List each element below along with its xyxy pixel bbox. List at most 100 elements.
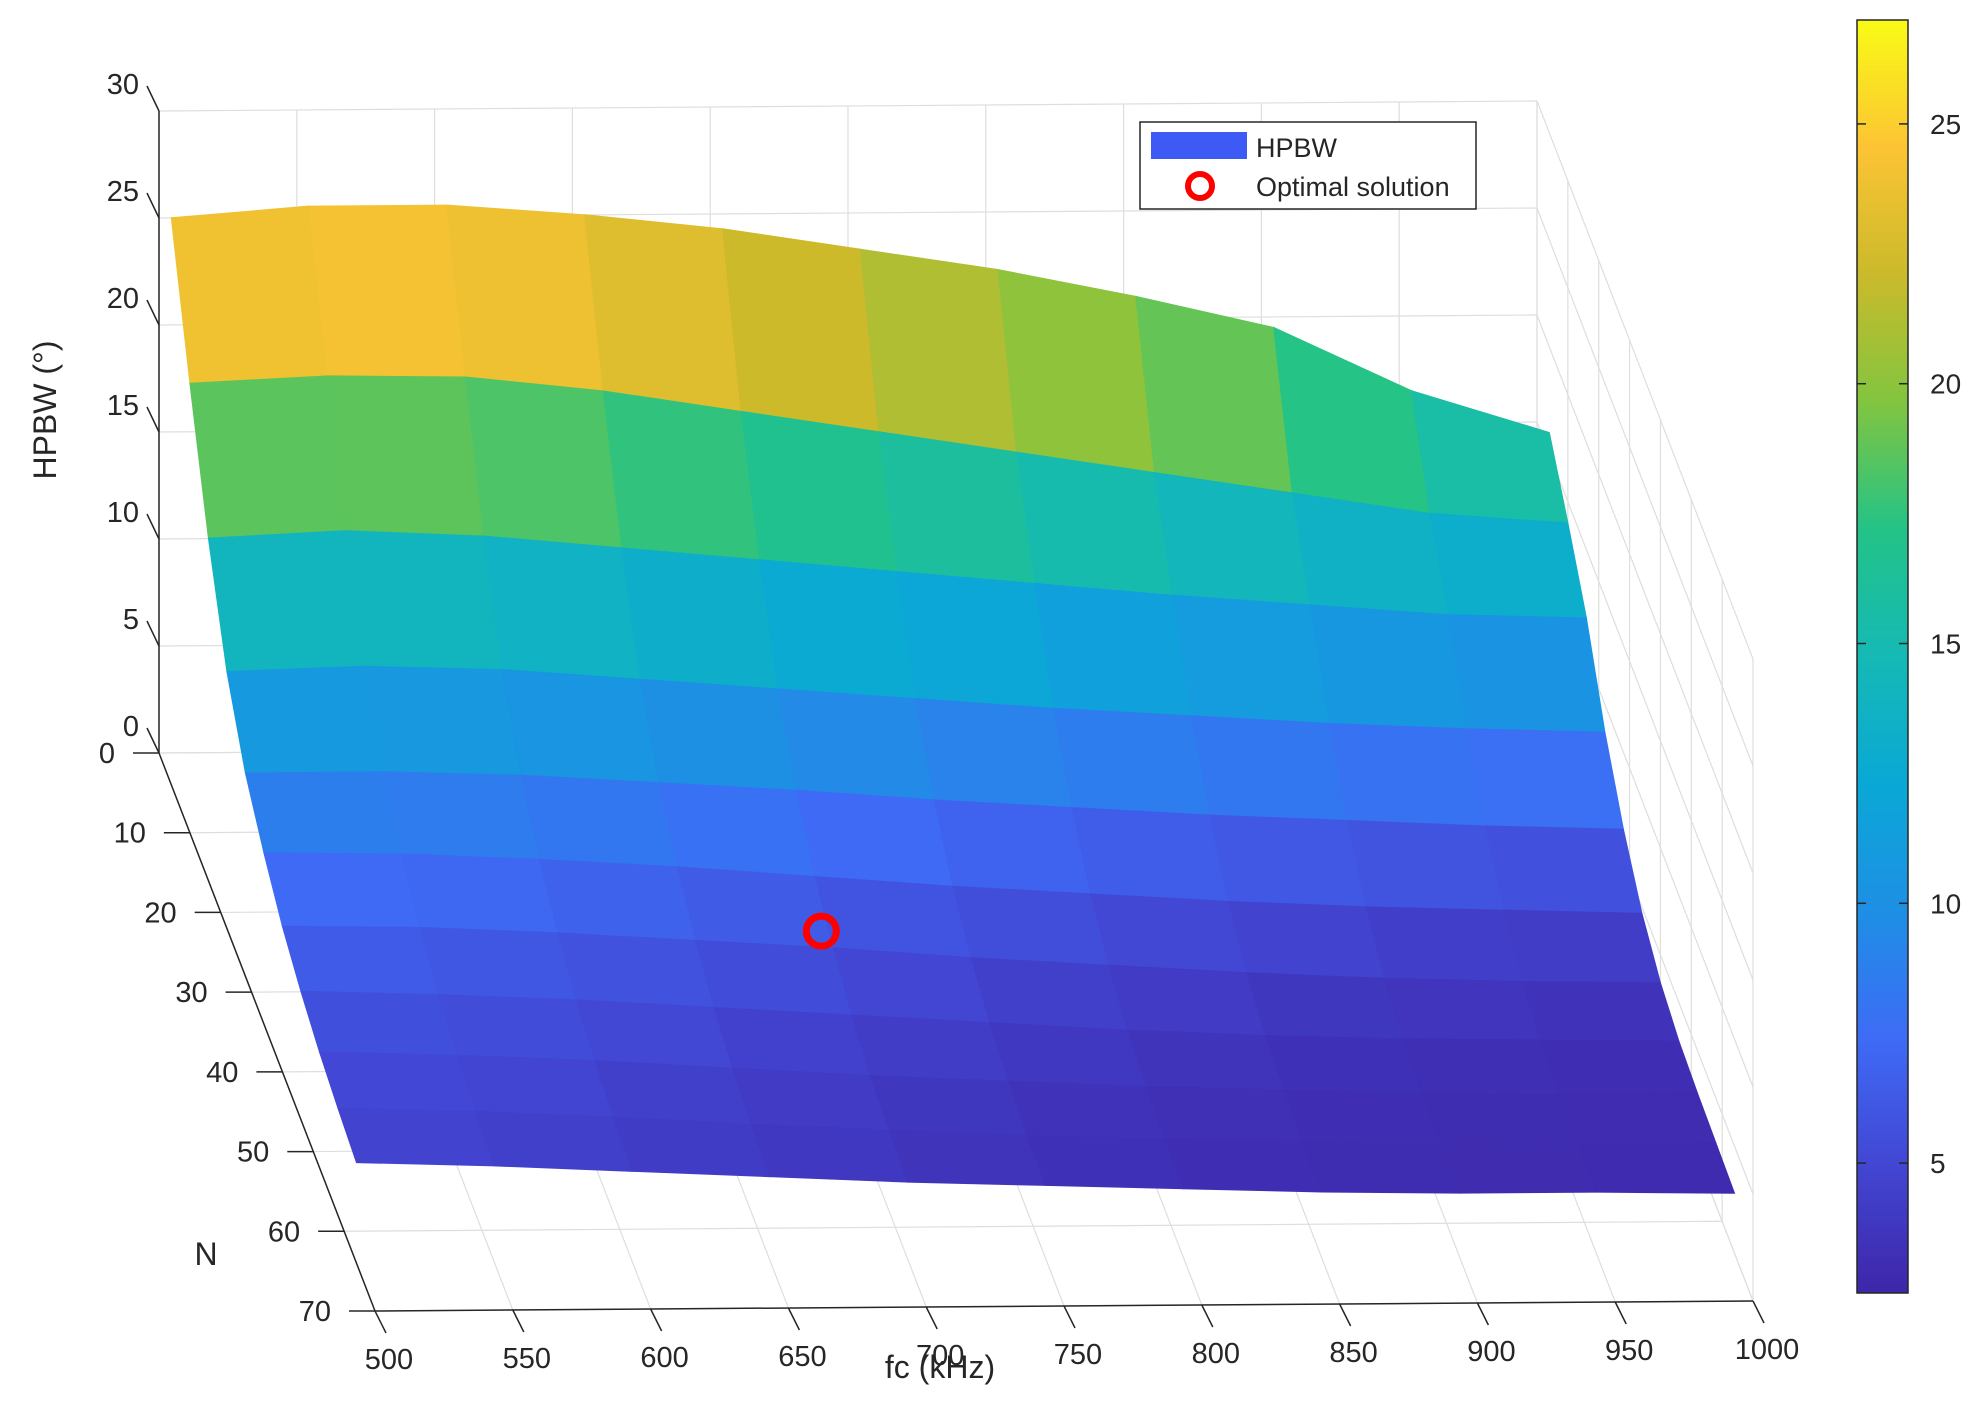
x-tick-label: 950 xyxy=(1605,1335,1653,1367)
colorbar-tick-label: 5 xyxy=(1930,1148,1946,1179)
legend-label-hpbw: HPBW xyxy=(1256,133,1338,163)
surface-patch xyxy=(1484,825,1643,914)
surface-patch xyxy=(1090,893,1248,974)
surface-patch xyxy=(1145,1086,1304,1143)
surface-patch xyxy=(759,559,917,700)
surface-patch xyxy=(207,530,366,673)
x-tick-label: 850 xyxy=(1329,1337,1377,1369)
surface-patch xyxy=(795,789,954,887)
surface-patch xyxy=(896,571,1055,709)
surface-patch xyxy=(446,204,604,392)
surface-patch xyxy=(695,939,853,1016)
surface-patch xyxy=(952,885,1110,966)
x-axis-label: fc (kHz) xyxy=(885,1349,995,1385)
surface-patch xyxy=(438,994,596,1062)
surface-patch xyxy=(1429,512,1588,619)
surface-patch xyxy=(226,665,384,774)
surface-patch xyxy=(1246,972,1404,1040)
surface-patch xyxy=(1310,604,1468,730)
y-axis-line xyxy=(158,752,376,1312)
surface-patch xyxy=(1421,1092,1579,1145)
x-tick-mark xyxy=(1063,1305,1076,1329)
surface-patch xyxy=(345,530,504,671)
grid-line-side-wall xyxy=(1536,421,1754,981)
grid-line-back-wall xyxy=(158,100,1538,112)
surface-patch xyxy=(639,678,798,791)
grid-line-side-wall xyxy=(1536,207,1754,767)
surface-patch xyxy=(970,957,1129,1031)
surface-patch xyxy=(1301,1141,1460,1194)
surface-patch xyxy=(189,375,347,539)
legend-swatch-hpbw xyxy=(1151,132,1247,159)
y-tick-label: 0 xyxy=(99,738,115,770)
colorbar: 5 10 15 20 25 xyxy=(1856,19,1961,1294)
surface-patch xyxy=(594,1060,753,1126)
z-tick-label: 20 xyxy=(107,283,139,315)
y-tick-label: 50 xyxy=(237,1137,269,1169)
z-tick-label: 25 xyxy=(107,176,139,208)
surface-patch xyxy=(1521,980,1680,1042)
surface-patch xyxy=(750,1124,909,1183)
surface-patch xyxy=(1164,1138,1322,1193)
y-tick-label: 40 xyxy=(206,1057,238,1089)
surface-patch xyxy=(1016,451,1174,596)
legend: HPBW Optimal solution xyxy=(1139,121,1477,210)
surface-patch xyxy=(483,535,641,680)
y-tick-label: 60 xyxy=(268,1216,300,1248)
surface-patch xyxy=(1026,1134,1185,1190)
z-tick-label: 0 xyxy=(123,711,139,743)
surface-patch xyxy=(612,1116,771,1178)
surface-patch xyxy=(464,376,623,549)
surface-patch xyxy=(732,1067,890,1131)
colorbar-tick-label: 15 xyxy=(1930,629,1961,660)
grid-line-side-wall xyxy=(1536,314,1754,874)
z-tick-mark xyxy=(146,513,160,540)
x-tick-mark xyxy=(1476,1302,1490,1326)
surface-patch xyxy=(1264,1035,1423,1094)
surface-patch xyxy=(263,852,421,929)
surface-patch xyxy=(777,688,936,801)
surface-patch xyxy=(281,925,440,996)
z-tick-label: 15 xyxy=(107,390,139,422)
surface-patch xyxy=(721,228,880,433)
z-tick-mark xyxy=(146,85,160,112)
x-tick-mark xyxy=(649,1308,663,1332)
x-tick-label: 900 xyxy=(1467,1336,1515,1368)
x-tick-label: 600 xyxy=(640,1342,688,1374)
legend-label-optimal: Optimal solution xyxy=(1256,172,1450,202)
z-axis-label: HPBW (°) xyxy=(27,341,63,480)
surface-patch xyxy=(1577,1142,1736,1194)
z-tick-label: 10 xyxy=(107,497,139,529)
surface-patch xyxy=(621,547,779,690)
surface-patch xyxy=(814,876,973,959)
surface-patch xyxy=(244,771,403,855)
surface-patch xyxy=(869,1075,1028,1136)
surface-patch xyxy=(575,999,734,1069)
y-axis-label: N xyxy=(194,1236,217,1272)
surface-patch xyxy=(1007,1080,1166,1140)
surface-patch xyxy=(1439,1142,1598,1194)
surface-patch xyxy=(1172,594,1330,725)
y-tick-label: 20 xyxy=(144,897,176,929)
axes: 500 550 600 650 700 750 800 850 900 950 1000010203… xyxy=(99,69,1799,1376)
surface-patch xyxy=(1126,1029,1285,1091)
surface-patch xyxy=(1135,295,1293,494)
surface-patch xyxy=(1384,977,1542,1041)
surface-patch xyxy=(1273,326,1431,514)
surface-patch xyxy=(364,665,522,776)
surface-patch xyxy=(538,858,697,942)
surface-patch xyxy=(1108,964,1267,1037)
surface-patch xyxy=(933,799,1092,895)
surface-patch xyxy=(832,947,991,1024)
surface-patch xyxy=(1227,900,1386,979)
grid-line-side-wall xyxy=(1536,100,1754,660)
surface-patch xyxy=(888,1129,1047,1186)
x-tick-mark xyxy=(1614,1301,1627,1325)
grid-line-floor xyxy=(344,1220,1723,1232)
surface-patch xyxy=(584,214,742,412)
x-tick-mark xyxy=(374,1310,387,1334)
surface-patch xyxy=(851,1014,1010,1082)
z-tick-mark xyxy=(146,299,160,326)
z-tick-label: 5 xyxy=(123,604,139,636)
surface-patch xyxy=(1466,728,1625,830)
